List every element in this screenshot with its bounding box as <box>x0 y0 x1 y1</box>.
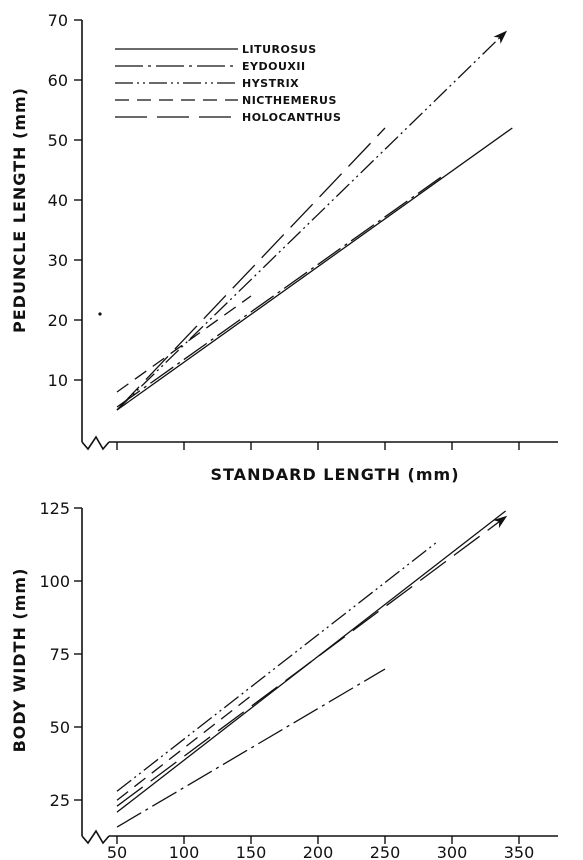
top-y-axis-title: PEDUNCLE LENGTH (mm) <box>10 87 29 333</box>
bottom-y-tick-label: 75 <box>50 645 70 664</box>
bottom-series-line-liturosus <box>116 510 506 813</box>
bottom-x-tick-label: 300 <box>437 843 468 860</box>
bottom-series-line-hystrix <box>116 540 439 792</box>
bottom-x-tick-label: 100 <box>169 843 200 860</box>
legend-label-eydouxii: EYDOUXII <box>242 60 306 73</box>
bottom-x-tick-label: 150 <box>236 843 267 860</box>
bottom-series-line-nicthemerus <box>116 695 252 801</box>
top-y-tick-label: 70 <box>48 11 68 30</box>
bottom-series-line-eydouxii <box>116 668 386 828</box>
bottom-x-tick-label: 350 <box>504 843 535 860</box>
top-axis-break <box>81 435 110 451</box>
top-y-tick-label: 50 <box>48 131 68 150</box>
top-y-tick-label: 10 <box>48 371 68 390</box>
legend-label-holocanthus: HOLOCANTHUS <box>242 111 341 124</box>
bottom-y-ticks: 125 100 75 50 25 <box>39 499 82 810</box>
top-series-line-nicthemerus <box>116 295 252 393</box>
top-y-tick-label: 40 <box>48 191 68 210</box>
legend-label-hystrix: HYSTRIX <box>242 77 299 90</box>
legend-label-liturosus: LITUROSUS <box>242 43 317 56</box>
top-panel: 70 60 50 40 30 20 10 PEDUNCLE LENGTH (mm… <box>10 11 558 484</box>
bottom-y-tick-label: 100 <box>39 572 70 591</box>
bottom-y-axis-title: BODY WIDTH (mm) <box>10 568 29 753</box>
top-x-ticks <box>116 442 520 450</box>
bottom-x-tick-label: 250 <box>370 843 401 860</box>
bottom-x-tick-label: 200 <box>303 843 334 860</box>
bottom-axis-break <box>81 829 110 845</box>
legend-label-nicthemerus: NICTHEMERUS <box>242 94 337 107</box>
top-series-line-hystrix <box>116 30 508 411</box>
bottom-y-tick-label: 50 <box>50 718 70 737</box>
top-series-line-holocanthus <box>116 127 386 411</box>
top-series-line-eydouxii <box>116 175 443 408</box>
top-y-tick-label: 30 <box>48 251 68 270</box>
top-y-tick-label: 20 <box>48 311 68 330</box>
bottom-panel: 125 100 75 50 25 50 100 150 200 250 300 … <box>10 499 558 860</box>
top-y-ticks: 70 60 50 40 30 20 10 <box>48 11 82 390</box>
bottom-series-group <box>116 510 508 828</box>
bottom-x-tick-label: 50 <box>107 843 127 860</box>
x-axis-title: STANDARD LENGTH (mm) <box>210 465 459 484</box>
bottom-x-ticks: 50 100 150 200 250 300 350 <box>107 836 534 860</box>
top-series-line-liturosus <box>116 127 513 411</box>
bottom-y-tick-label: 125 <box>39 499 70 518</box>
bottom-axes <box>81 508 558 845</box>
top-y-tick-label: 60 <box>48 71 68 90</box>
bottom-series-line-holocanthus <box>116 515 508 807</box>
bottom-y-tick-label: 25 <box>50 791 70 810</box>
top-series-group <box>116 30 513 411</box>
stray-dot <box>98 312 102 316</box>
legend: LITUROSUS EYDOUXII HYSTRIX NICTHEMERUS H… <box>115 43 341 124</box>
